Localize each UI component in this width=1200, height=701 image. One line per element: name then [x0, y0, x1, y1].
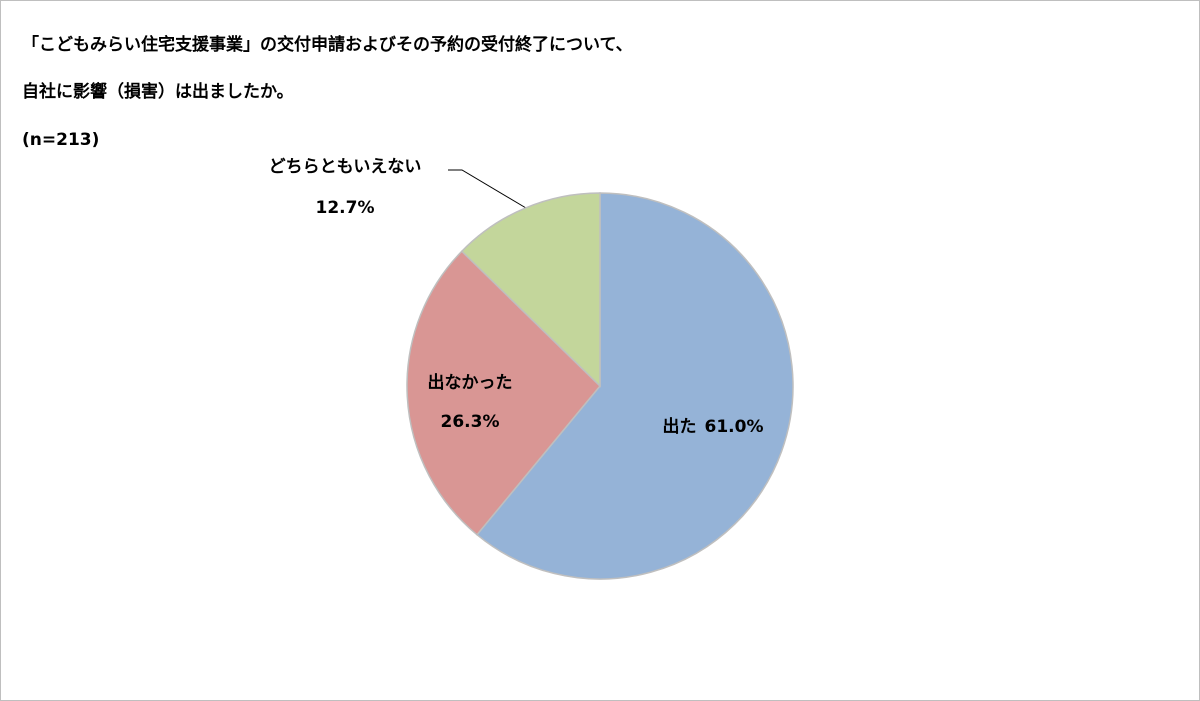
value-label: 26.3% — [441, 412, 500, 432]
category-label: どちらともいえない — [269, 157, 422, 177]
pie-slice — [460, 192, 601, 388]
data-label: 出た 61.0% — [663, 416, 764, 437]
chart-title: 自社に影響（損害）は出ましたか。 — [22, 81, 294, 102]
value-label: 12.7% — [316, 198, 375, 218]
category-label: 出た — [663, 416, 697, 437]
leader-line — [448, 169, 527, 209]
value-label: 61.0% — [705, 417, 764, 437]
chart-title: 「こどもみらい住宅支援事業」の交付申請およびその予約の受付終了について、 — [22, 34, 633, 55]
pie-slice — [406, 250, 602, 536]
chart-subtitle: (n=213) — [22, 130, 99, 150]
category-label: 出なかった — [428, 372, 513, 393]
pie-slice — [475, 192, 794, 580]
